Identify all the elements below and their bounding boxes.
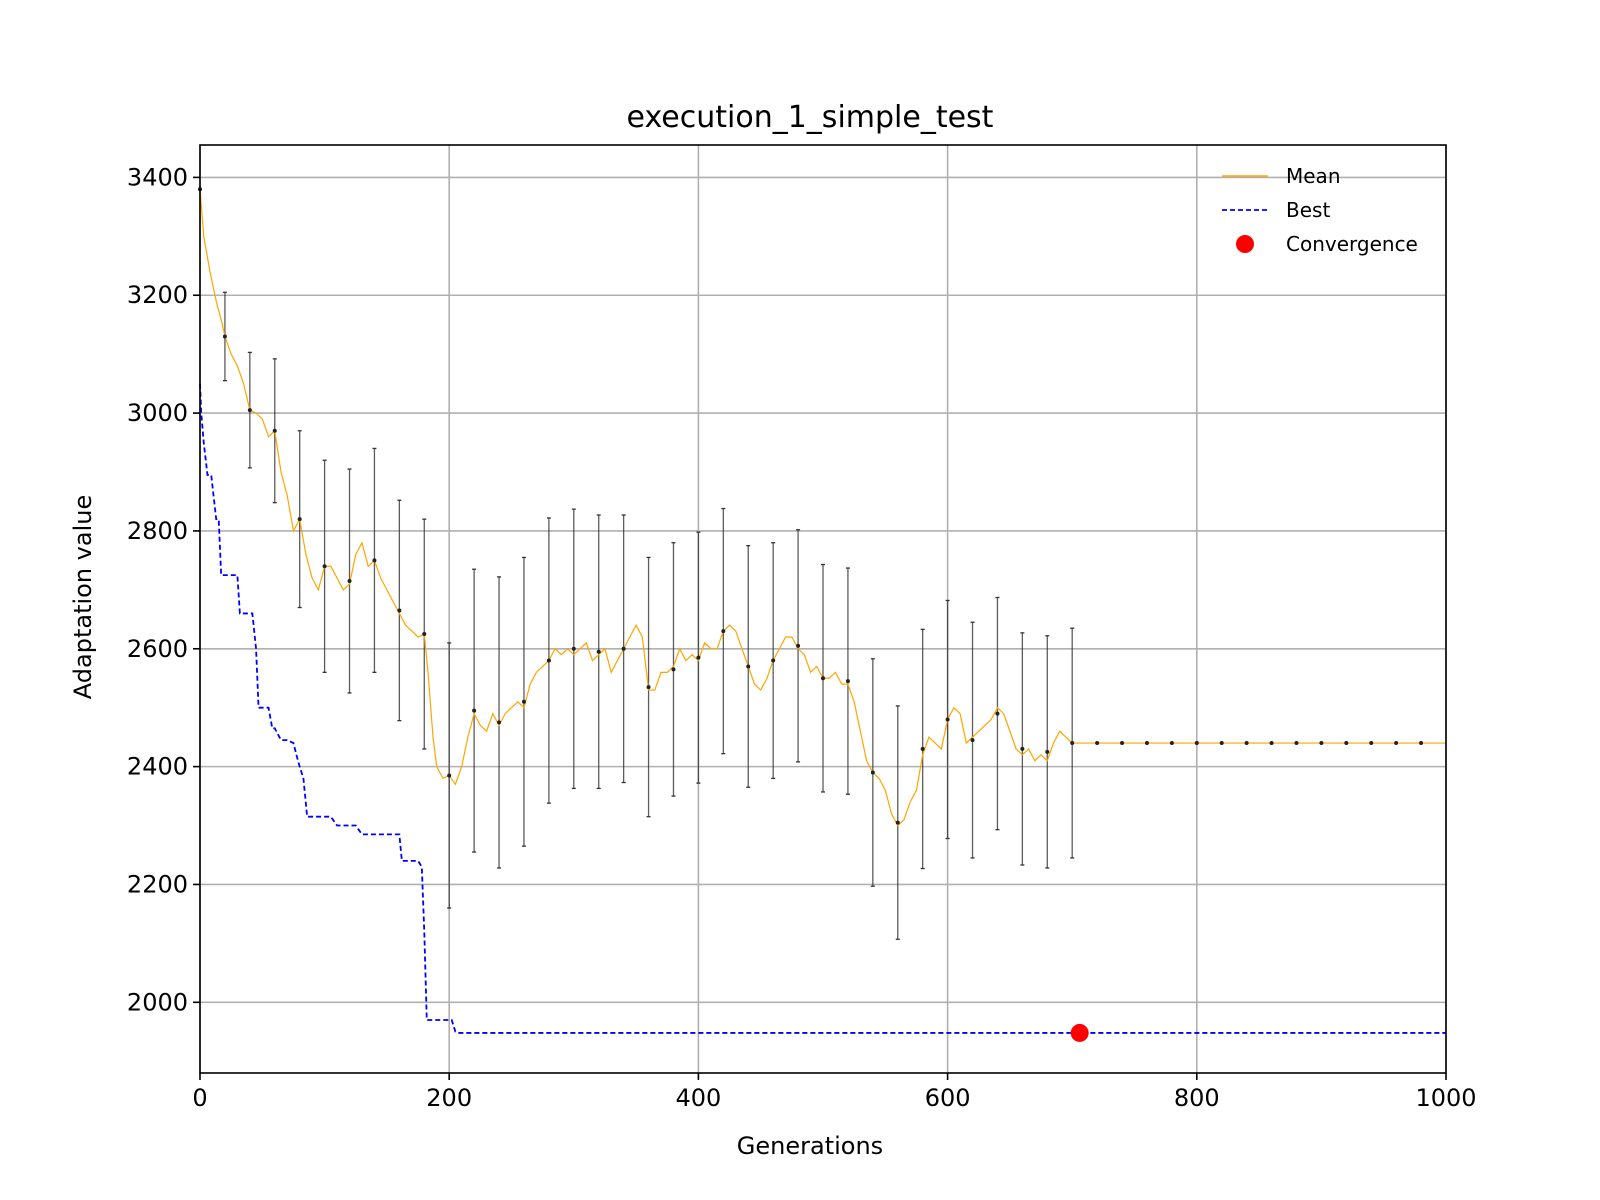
mean-point-marker xyxy=(422,632,427,637)
mean-point-marker xyxy=(1394,741,1399,746)
mean-point-marker xyxy=(297,517,302,522)
mean-point-marker xyxy=(696,655,701,660)
mean-point-marker xyxy=(472,708,477,713)
x-tick-label: 200 xyxy=(426,1084,472,1112)
error-bar-markers xyxy=(198,187,1424,1042)
mean-point-marker xyxy=(920,746,925,751)
mean-point-marker xyxy=(571,646,576,651)
convergence-point xyxy=(1070,1023,1089,1042)
series-group xyxy=(199,189,1446,1034)
mean-point-marker xyxy=(796,643,801,648)
mean-point-marker xyxy=(247,408,252,413)
legend: Mean Best Convergence xyxy=(1222,164,1418,256)
mean-point-marker xyxy=(1095,741,1100,746)
mean-point-marker xyxy=(272,428,277,433)
mean-point-marker xyxy=(1144,741,1149,746)
mean-point-marker xyxy=(546,658,551,663)
mean-point-marker xyxy=(1020,746,1025,751)
x-axis-label: Generations xyxy=(737,1132,883,1160)
y-tick-label: 3200 xyxy=(127,281,188,309)
y-axis-label: Adaptation value xyxy=(69,495,97,699)
mean-point-marker xyxy=(1169,741,1174,746)
mean-point-marker xyxy=(771,658,776,663)
legend-swatch-convergence xyxy=(1236,235,1254,253)
mean-point-marker xyxy=(322,564,327,569)
mean-point-marker xyxy=(870,770,875,775)
y-tick-label: 3400 xyxy=(127,163,188,191)
mean-point-marker xyxy=(646,685,651,690)
mean-point-marker xyxy=(1194,741,1199,746)
y-tick-label: 2800 xyxy=(127,517,188,545)
x-tick-label: 800 xyxy=(1174,1084,1220,1112)
mean-point-marker xyxy=(596,649,601,654)
x-tick-label: 400 xyxy=(675,1084,721,1112)
mean-point-marker xyxy=(1244,741,1249,746)
mean-point-marker xyxy=(1319,741,1324,746)
mean-point-marker xyxy=(945,717,950,722)
mean-point-marker xyxy=(1120,741,1125,746)
mean-point-marker xyxy=(746,664,751,669)
mean-point-marker xyxy=(895,820,900,825)
mean-point-marker xyxy=(397,608,402,613)
mean-point-marker xyxy=(372,558,377,563)
mean-point-marker xyxy=(721,629,726,634)
mean-point-marker xyxy=(347,579,352,584)
y-tick-label: 2000 xyxy=(127,988,188,1016)
y-tick-label: 3000 xyxy=(127,399,188,427)
mean-point-marker xyxy=(1294,741,1299,746)
mean-point-marker xyxy=(222,334,227,339)
mean-point-marker xyxy=(995,711,1000,716)
mean-point-marker xyxy=(1045,749,1050,754)
y-tick-label: 2600 xyxy=(127,635,188,663)
mean-point-marker xyxy=(821,676,825,681)
mean-point-marker xyxy=(1344,741,1349,746)
mean-point-marker xyxy=(1419,741,1424,746)
axes: 0 200 400 600 800 1000 2000 2200 2400 2600 2800 300… xyxy=(127,144,1477,1112)
chart-title: execution_1_simple_test xyxy=(627,100,994,135)
legend-label: Convergence xyxy=(1286,232,1418,256)
mean-point-marker xyxy=(671,667,676,672)
mean-series-line xyxy=(199,189,1446,827)
plot-frame xyxy=(199,144,1447,1074)
x-tick-label: 0 xyxy=(192,1084,207,1112)
mean-point-marker xyxy=(621,646,626,651)
legend-label: Mean xyxy=(1286,164,1341,188)
x-tick-label: 1000 xyxy=(1415,1084,1476,1112)
mean-point-marker xyxy=(845,679,850,684)
y-tick-label: 2400 xyxy=(127,753,188,781)
x-tick-label: 600 xyxy=(925,1084,971,1112)
mean-point-marker xyxy=(1269,741,1274,746)
mean-point-marker xyxy=(521,699,526,704)
mean-point-marker xyxy=(1070,741,1075,746)
mean-point-marker xyxy=(1219,741,1224,746)
y-tick-label: 2200 xyxy=(127,870,188,898)
mean-point-marker xyxy=(970,738,975,743)
legend-label: Best xyxy=(1286,198,1330,222)
mean-point-marker xyxy=(447,773,452,778)
mean-point-marker xyxy=(1369,741,1374,746)
mean-point-marker xyxy=(497,720,502,725)
